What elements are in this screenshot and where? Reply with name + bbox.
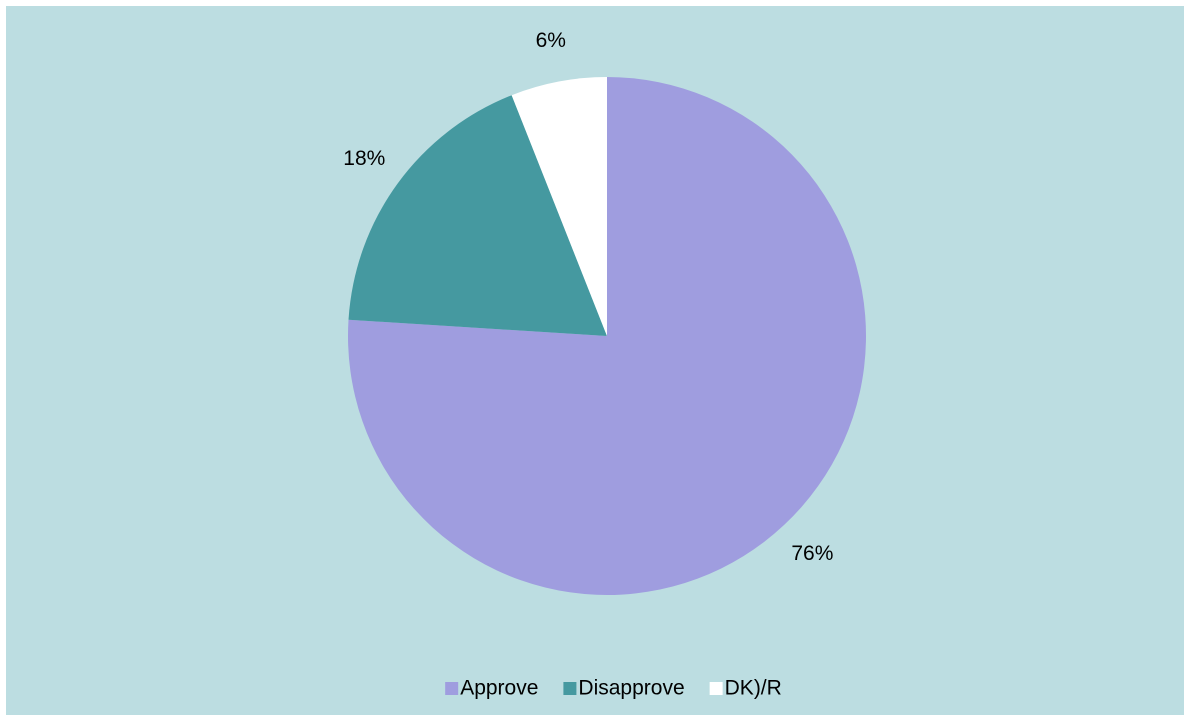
legend-swatch [445, 682, 459, 695]
legend-label: Approve [460, 677, 538, 700]
legend-swatch [563, 682, 577, 695]
data-label: 76% [791, 542, 833, 565]
pie-slice [348, 77, 866, 596]
pie-slice [348, 95, 607, 336]
legend-swatch [709, 682, 723, 695]
legend-label: Disapprove [578, 677, 684, 700]
legend-label: DK)/R [725, 677, 782, 700]
data-label: 6% [536, 29, 566, 52]
data-label: 18% [343, 147, 385, 170]
pie-slice [511, 77, 607, 336]
